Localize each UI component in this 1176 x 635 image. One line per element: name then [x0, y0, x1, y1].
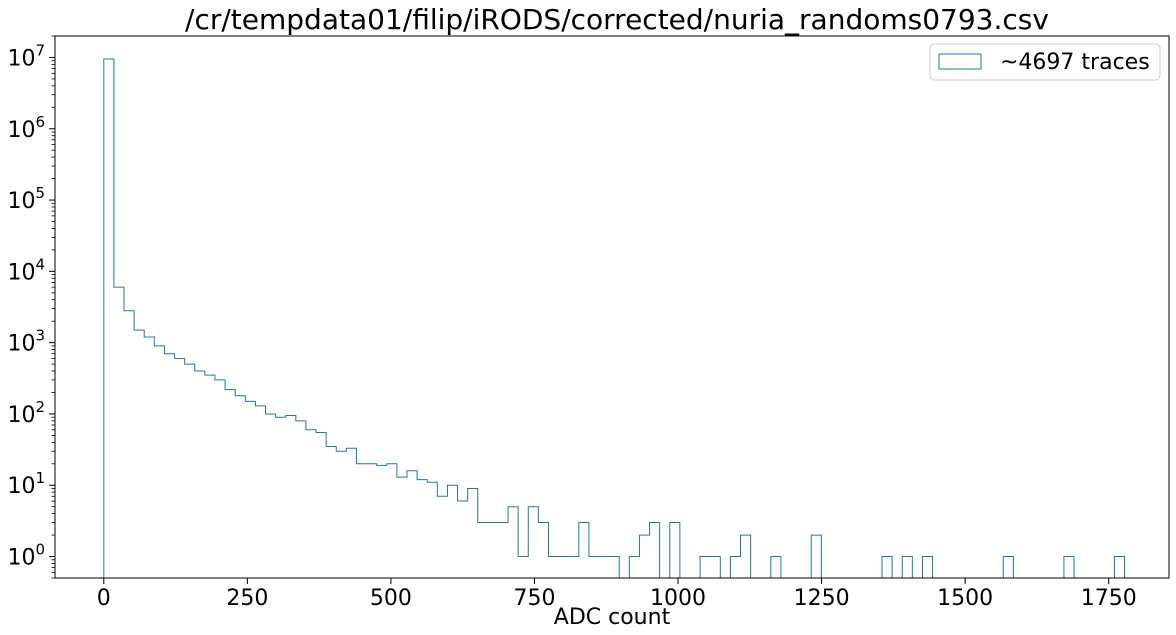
legend-swatch	[938, 53, 982, 70]
y-tick-label: 101	[7, 469, 45, 499]
chart-title: /cr/tempdata01/filip/iRODS/corrected/nur…	[185, 3, 1049, 36]
y-tick-label: 103	[7, 327, 45, 357]
y-tick-label: 100	[7, 541, 45, 571]
y-tick-label: 107	[7, 41, 45, 71]
x-tick-label: 250	[226, 586, 268, 611]
x-tick-label: 1250	[794, 586, 850, 611]
x-tick-label: 1500	[937, 586, 993, 611]
y-tick-label: 106	[7, 113, 45, 143]
legend: ~4697 traces	[929, 43, 1161, 81]
y-tick-label: 102	[7, 398, 45, 428]
x-tick-label: 500	[370, 586, 412, 611]
y-tick-label: 104	[7, 255, 45, 285]
x-axis-label: ADC count	[554, 605, 671, 630]
legend-box	[929, 43, 1161, 81]
x-tick-label: 1750	[1081, 586, 1137, 611]
legend-label: ~4697 traces	[1000, 50, 1150, 75]
x-tick-label: 750	[513, 586, 555, 611]
y-tick-label: 105	[7, 184, 45, 214]
plot-area-frame	[54, 35, 1170, 579]
x-tick-label: 1000	[650, 586, 706, 611]
histogram-series-step	[103, 58, 1126, 578]
x-tick-label: 0	[97, 586, 111, 611]
